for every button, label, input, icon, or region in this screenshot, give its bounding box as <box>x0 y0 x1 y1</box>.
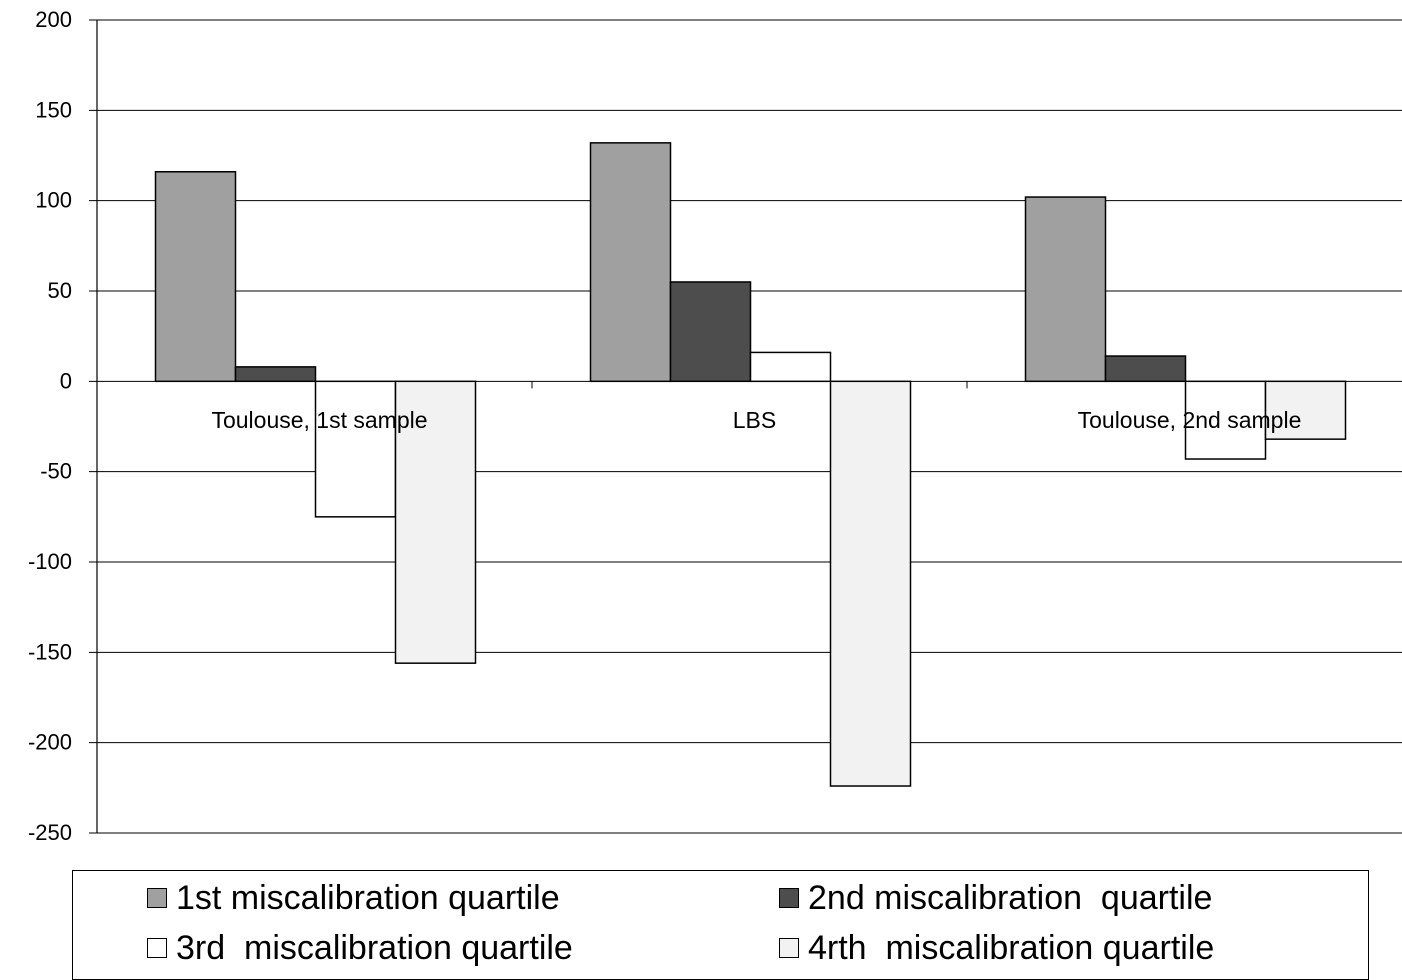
bar-3-4 <box>1264 380 1347 440</box>
category-label: Toulouse, 2nd sample <box>1078 407 1302 433</box>
y-tick-label: -200 <box>28 730 72 755</box>
bar-2-1 <box>589 142 672 383</box>
bar-3-3 <box>1184 380 1267 460</box>
category-labels: Toulouse, 1st sample LBS Toulouse, 2nd sam… <box>211 407 1301 433</box>
category-label: Toulouse, 1st sample <box>211 407 427 433</box>
legend-swatch-3 <box>147 938 167 958</box>
legend-label-3: 3rd miscalibration quartile <box>176 929 573 967</box>
legend-label-4: 4rth miscalibration quartile <box>808 929 1215 967</box>
bar-2-2 <box>669 281 752 383</box>
bar-3-1 <box>1024 196 1107 383</box>
y-tick-label: 200 <box>35 7 72 32</box>
y-tick-label: -150 <box>28 639 72 664</box>
legend-label-1: 1st miscalibration quartile <box>176 879 560 917</box>
y-tick-label: -50 <box>40 459 72 484</box>
legend-swatch-2 <box>779 888 799 908</box>
y-tick-label: 150 <box>35 97 72 122</box>
y-tick-label: -250 <box>28 820 72 845</box>
bar-1-2 <box>234 366 317 383</box>
bar-1-4 <box>394 380 477 664</box>
bar-2-3 <box>749 351 832 383</box>
y-tick-label: 0 <box>60 368 72 393</box>
legend-item-3: 3rd miscalibration quartile <box>147 930 573 966</box>
bar-2-4 <box>829 380 912 787</box>
bar-3-2 <box>1104 355 1187 383</box>
legend-swatch-1 <box>147 888 167 908</box>
legend-label-2: 2nd miscalibration quartile <box>808 879 1213 917</box>
legend-item-4: 4rth miscalibration quartile <box>779 930 1214 966</box>
legend: 1st miscalibration quartile 2nd miscalib… <box>72 870 1369 980</box>
bars <box>154 142 1347 787</box>
y-tick-label: -100 <box>28 549 72 574</box>
y-axis: 200 150 100 50 0 -50 -100 -150 -200 -250 <box>28 7 968 845</box>
y-tick-label: 50 <box>48 278 72 303</box>
bar-chart: 200 150 100 50 0 -50 -100 -150 -200 -250 Toulouse… <box>28 7 1402 845</box>
y-tick-label: 100 <box>35 188 72 213</box>
category-label: LBS <box>733 407 776 433</box>
bar-1-3 <box>314 380 397 518</box>
legend-item-1: 1st miscalibration quartile <box>147 880 560 916</box>
bar-1-1 <box>154 171 237 383</box>
legend-swatch-4 <box>779 938 799 958</box>
legend-item-2: 2nd miscalibration quartile <box>779 880 1212 916</box>
